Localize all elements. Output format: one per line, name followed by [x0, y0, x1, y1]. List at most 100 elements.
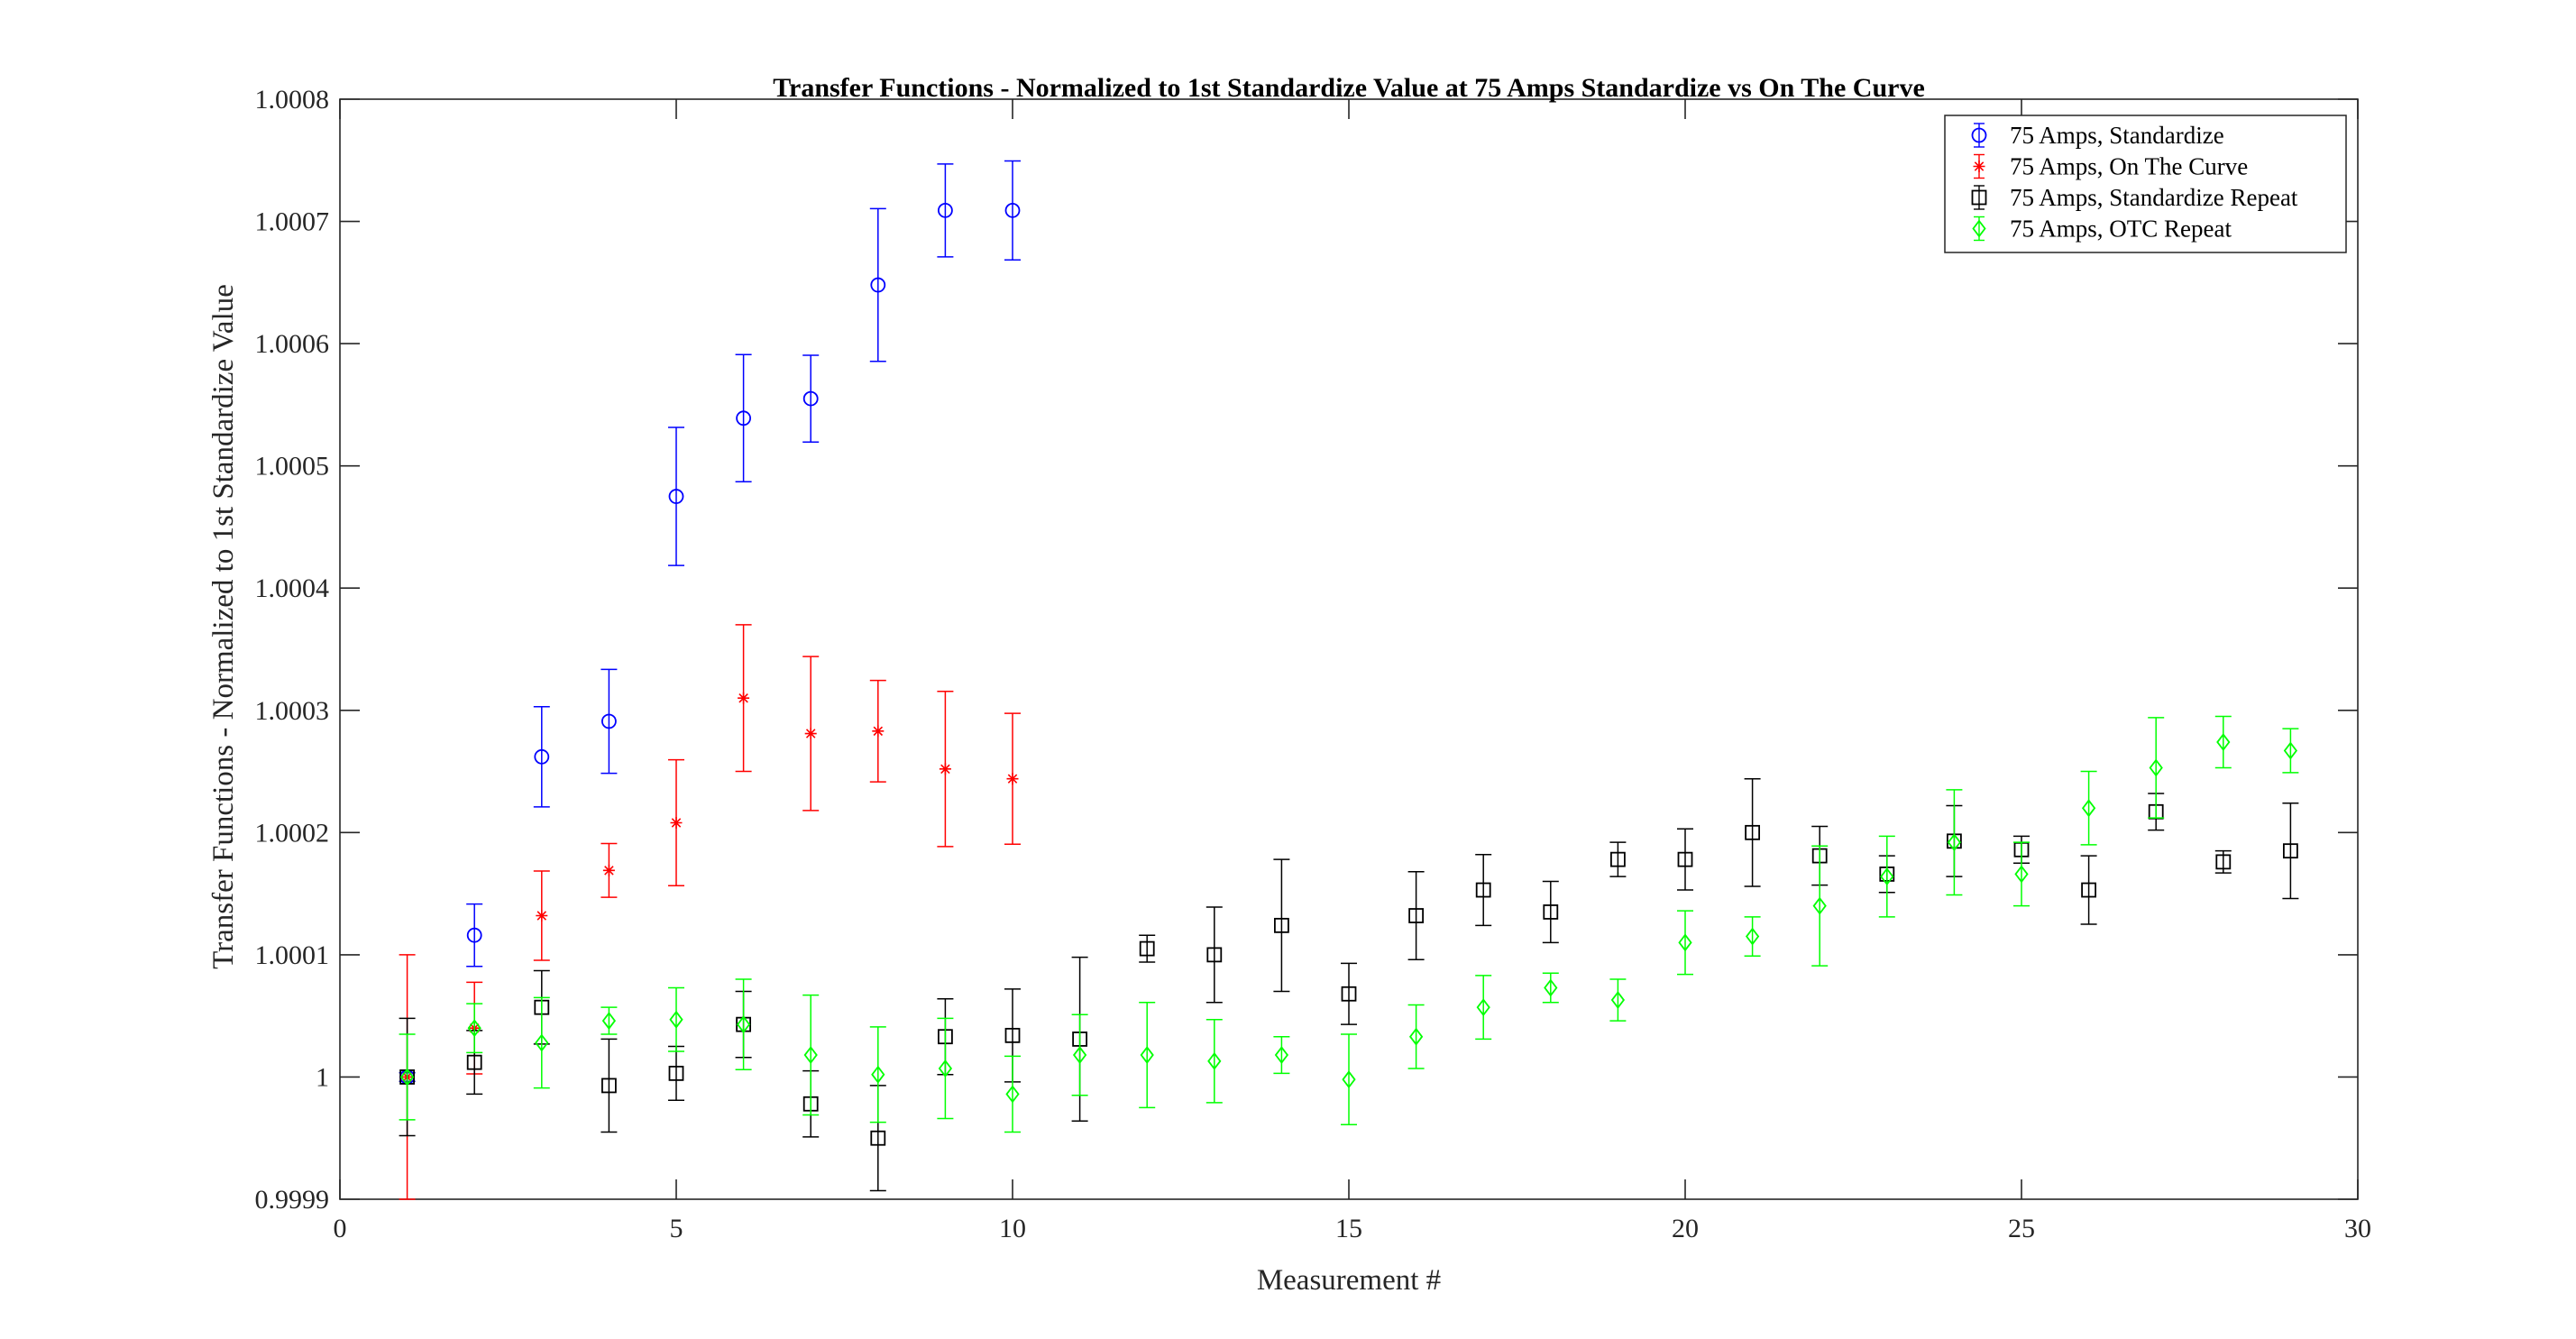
marker-circle: [938, 202, 953, 218]
y-tick-label: 0.9999: [255, 1185, 330, 1215]
marker-diamond: [399, 1068, 415, 1087]
legend-item: 75 Amps, On The Curve: [1973, 153, 2248, 180]
marker-asterisk: [536, 910, 548, 922]
data-point: [2282, 728, 2299, 774]
data-point: [533, 870, 550, 961]
marker-square: [1274, 917, 1289, 933]
marker-square: [1745, 824, 1760, 840]
data-point: [2214, 715, 2232, 769]
marker-square: [601, 1078, 617, 1094]
data-point: [399, 1033, 416, 1121]
data-point: [533, 996, 550, 1089]
chart-title: Transfer Functions - Normalized to 1st S…: [773, 73, 1925, 103]
data-point: [1609, 978, 1627, 1022]
x-tick-label: 10: [999, 1214, 1026, 1243]
y-tick-label: 1.0003: [255, 696, 330, 726]
x-tick-label: 25: [2008, 1214, 2035, 1243]
x-tick-label: 20: [1672, 1214, 1699, 1243]
data-point: [937, 1017, 954, 1120]
data-point: [1205, 1018, 1223, 1104]
marker-diamond: [1005, 1085, 1020, 1104]
data-point: [1139, 1002, 1156, 1109]
marker-circle: [466, 927, 482, 943]
marker-square: [1610, 851, 1626, 867]
data-point: [1878, 835, 1895, 918]
data-point: [1946, 789, 1963, 896]
data-point: [1004, 160, 1021, 261]
marker-asterisk: [738, 692, 750, 704]
marker-diamond: [803, 1046, 818, 1065]
marker-diamond: [1342, 1070, 1356, 1089]
marker-square: [1139, 940, 1155, 957]
data-point: [937, 163, 954, 258]
marker-square: [2081, 882, 2097, 898]
y-tick-label: 1.0001: [255, 940, 330, 970]
series-3: [399, 715, 2299, 1133]
data-point: [735, 978, 752, 1071]
data-point: [466, 903, 483, 968]
marker-asterisk: [872, 725, 885, 738]
marker-asterisk: [602, 864, 615, 876]
data-series: [399, 160, 2299, 1200]
data-point: [2013, 841, 2030, 907]
marker-square: [1004, 1027, 1021, 1043]
data-point: [802, 994, 820, 1116]
data-point: [1609, 841, 1627, 877]
y-tick-label: 1.0002: [255, 818, 330, 848]
marker-diamond: [2216, 733, 2231, 752]
marker-asterisk: [804, 728, 817, 740]
data-point: [869, 207, 886, 362]
marker-asterisk: [670, 816, 683, 829]
marker-diamond: [1072, 1046, 1087, 1065]
data-point: [1273, 858, 1290, 993]
data-point: [600, 842, 618, 898]
marker-circle: [736, 410, 751, 426]
data-point: [2080, 770, 2097, 846]
marker-diamond: [1476, 998, 1490, 1017]
data-point: [1475, 975, 1492, 1041]
marker-diamond: [2081, 799, 2096, 818]
legend-item: 75 Amps, Standardize Repeat: [1971, 184, 2298, 211]
legend-marker-circle: [1971, 127, 1987, 143]
data-point: [1475, 853, 1492, 927]
y-tick-label: 1: [316, 1062, 329, 1092]
marker-diamond: [1207, 1051, 1222, 1070]
x-tick-label: 15: [1335, 1214, 1362, 1243]
data-point: [1004, 1055, 1021, 1133]
data-point: [869, 1026, 886, 1123]
data-point: [1744, 916, 1761, 957]
marker-diamond: [938, 1059, 953, 1078]
marker-diamond: [601, 1012, 617, 1031]
marker-diamond: [736, 1015, 751, 1034]
marker-circle: [1004, 202, 1021, 218]
marker-square: [1341, 986, 1357, 1002]
data-point: [1341, 1033, 1357, 1126]
y-tick-label: 1.0007: [255, 207, 330, 237]
x-tick-label: 0: [334, 1214, 347, 1243]
marker-square: [1475, 882, 1491, 898]
data-point: [1677, 828, 1693, 891]
x-tick-label: 30: [2344, 1214, 2371, 1243]
data-point: [668, 758, 684, 887]
data-point: [2214, 849, 2232, 874]
x-axis-title: Measurement #: [1257, 1264, 1441, 1297]
data-point: [1205, 906, 1223, 1004]
legend-item: 75 Amps, Standardize: [1971, 122, 2224, 149]
x-tick-label: 5: [670, 1214, 683, 1243]
data-point: [1004, 712, 1021, 845]
marker-diamond: [669, 1010, 683, 1029]
marker-square: [1408, 908, 1424, 923]
data-point: [1542, 972, 1559, 1004]
data-point: [1677, 910, 1693, 976]
data-point: [1407, 1004, 1425, 1069]
legend-label: 75 Amps, On The Curve: [2010, 153, 2248, 180]
data-point: [869, 679, 886, 783]
legend-marker-diamond: [1972, 219, 1986, 238]
marker-square: [1206, 947, 1223, 963]
legend-box: [1944, 115, 2347, 253]
marker-square: [2282, 843, 2298, 859]
legend: 75 Amps, Standardize 75 Amps, On The Curv…: [1944, 115, 2347, 253]
data-point: [735, 624, 752, 773]
marker-diamond: [1544, 978, 1558, 997]
y-tick-label: 1.0006: [255, 329, 330, 359]
